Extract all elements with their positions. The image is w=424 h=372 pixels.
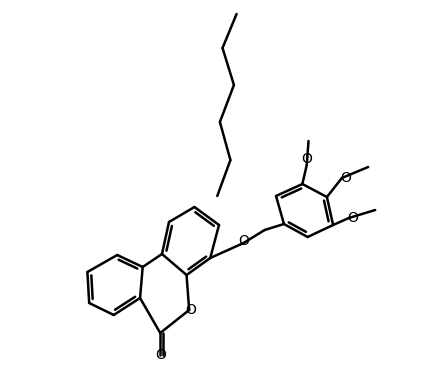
- Text: O: O: [340, 171, 351, 185]
- Text: O: O: [155, 348, 166, 362]
- Text: O: O: [238, 234, 249, 248]
- Text: O: O: [301, 153, 312, 166]
- Text: O: O: [347, 211, 358, 225]
- Text: O: O: [186, 303, 196, 317]
